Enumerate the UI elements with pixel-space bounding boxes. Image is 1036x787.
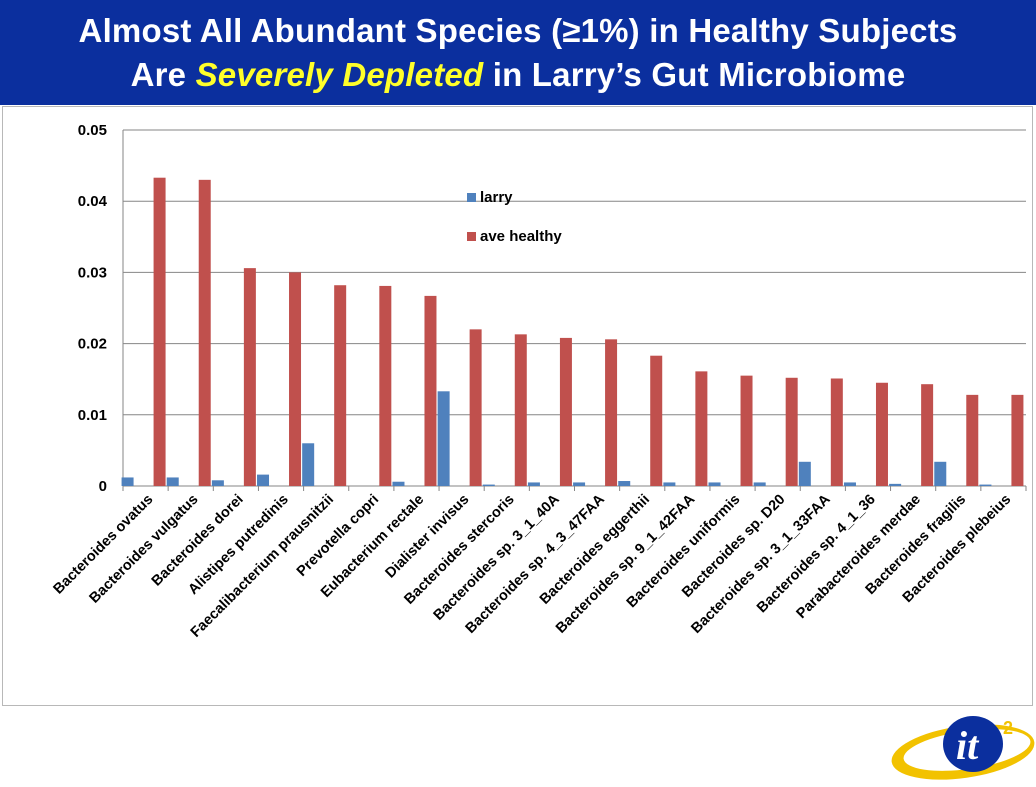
bar-larry [618,481,631,486]
bar-larry [573,482,586,486]
bar-larry [392,481,405,486]
bar-ave-healthy [379,285,392,486]
y-tick-label: 0.03 [78,264,107,281]
legend-label: larry [480,189,513,206]
bar-larry [889,483,902,486]
title-line-1: Almost All Abundant Species (≥1%) in Hea… [78,12,958,49]
y-tick-label: 0 [99,478,107,495]
bar-larry [527,482,540,486]
logo-superscript: 2 [1003,718,1013,738]
bar-ave-healthy [921,384,934,486]
bar-larry [753,482,766,486]
bar-ave-healthy [424,295,437,486]
bar-larry [798,461,811,486]
legend-swatch [467,232,476,241]
bar-ave-healthy [198,179,211,486]
bar-larry [437,391,450,486]
it2-logo: it 2 [891,716,1035,780]
title-banner: Almost All Abundant Species (≥1%) in Hea… [0,0,1036,105]
legend-label: ave healthy [480,228,562,245]
bar-ave-healthy [966,394,979,486]
y-tick-label: 0.05 [78,122,107,139]
bar-ave-healthy [514,334,527,486]
bar-ave-healthy [469,329,482,486]
bar-larry [166,477,179,486]
bar-ave-healthy [334,285,347,486]
bar-ave-healthy [289,272,302,486]
bar-larry [211,480,224,486]
chart-area: 0 0.01 0.02 0.03 0.04 0.05 Bacteroides ovatus B… [2,106,1033,706]
bar-larry [934,461,947,486]
title-highlight: Severely Depleted [195,56,484,93]
bar-ave-healthy [559,337,572,486]
bar-larry [121,477,134,486]
bar-ave-healthy [650,355,663,486]
y-tick-label: 0.01 [78,407,107,424]
bar-ave-healthy [785,377,798,486]
bar-ave-healthy [1011,394,1024,486]
legend-swatch [467,193,476,202]
bar-larry [708,482,721,486]
bar-ave-healthy [695,371,708,486]
bar-larry [482,484,495,486]
bar-ave-healthy [153,177,166,486]
bar-larry [302,443,315,486]
x-tick-label: Dialister invisus [382,492,472,582]
title-line-2-end: in Larry’s Gut Microbiome [483,56,906,93]
bar-larry [257,474,270,486]
bar-ave-healthy [605,339,618,486]
bar-larry [663,482,676,486]
bar-ave-healthy [740,375,753,486]
title-line-2-start: Are [130,56,196,93]
bar-ave-healthy [875,382,888,486]
x-tick-label: Prevotella copri [294,492,382,580]
bar-larry [979,484,992,486]
bar-ave-healthy [830,378,843,486]
y-tick-label: 0.04 [78,193,108,210]
y-tick-label: 0.02 [78,336,107,353]
bar-larry [843,482,856,486]
logo-text: it [956,723,980,768]
title-line-2: Are Severely Depleted in Larry’s Gut Mic… [0,53,1036,97]
bar-ave-healthy [243,268,256,486]
